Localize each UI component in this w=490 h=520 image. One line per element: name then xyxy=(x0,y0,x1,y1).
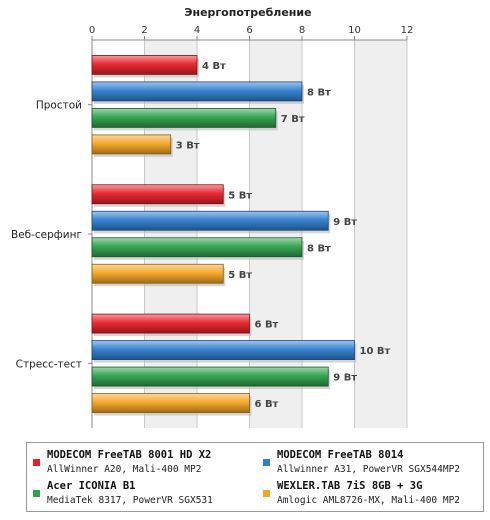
legend-item-1: MODECOM FreeTAB 8001 HD X2 AllWinner A20… xyxy=(33,447,253,477)
category-label: Простой xyxy=(36,100,82,112)
legend-item-4: WEXLER.TAB 7iS 8GB + 3G Amlogic AML8726-… xyxy=(263,478,483,508)
bar xyxy=(91,108,277,128)
x-tick-label: 0 xyxy=(89,25,95,36)
data-label: 7 Вт xyxy=(281,114,305,125)
data-label: 9 Вт xyxy=(333,217,357,228)
legend-name-2: MODECOM FreeTAB 8014 xyxy=(277,449,404,461)
grid-band xyxy=(249,40,302,428)
data-label: 8 Вт xyxy=(307,243,331,254)
legend-item-2: MODECOM FreeTAB 8014 Allwinner A31, Powe… xyxy=(263,447,483,477)
data-label: 9 Вт xyxy=(333,373,357,384)
grid-band xyxy=(197,40,250,428)
bar xyxy=(91,313,250,334)
data-label: 6 Вт xyxy=(255,399,279,410)
data-label: 3 Вт xyxy=(176,140,200,151)
category-label: Веб-серфинг xyxy=(11,229,82,241)
data-label: 10 Вт xyxy=(360,346,391,357)
x-tick-label: 10 xyxy=(348,25,361,36)
chart-title: Энергопотребление xyxy=(184,6,311,19)
legend-name-3: Acer ICONIA B1 xyxy=(47,480,136,492)
bar xyxy=(91,134,172,155)
bar xyxy=(91,184,224,205)
legend-spec-4: Amlogic AML8726-MX, Mali-400 MP2 xyxy=(277,495,461,506)
bar xyxy=(91,366,329,387)
bar xyxy=(91,237,303,258)
data-label: 5 Вт xyxy=(228,270,252,281)
x-tick-label: 12 xyxy=(401,25,414,36)
legend-name-4: WEXLER.TAB 7iS 8GB + 3G xyxy=(277,480,423,492)
grid-band xyxy=(302,40,355,428)
bar xyxy=(91,393,250,413)
grid-band xyxy=(144,40,197,428)
x-tick-label: 8 xyxy=(299,25,305,36)
legend-name-1: MODECOM FreeTAB 8001 HD X2 xyxy=(47,449,212,461)
bar xyxy=(91,81,303,102)
bar xyxy=(91,340,355,360)
legend-spec-3: MediaTek 8317, PowerVR SGX531 xyxy=(47,495,213,506)
x-tick-label: 2 xyxy=(141,25,147,36)
data-label: 6 Вт xyxy=(255,320,279,331)
legend-spec-2: Allwinner A31, PowerVR SGX544MP2 xyxy=(277,464,461,475)
grid-band xyxy=(92,40,145,428)
bar xyxy=(91,55,198,75)
legend-swatch-4 xyxy=(263,490,270,497)
data-label: 5 Вт xyxy=(228,190,252,201)
grid-band xyxy=(354,40,407,428)
bar xyxy=(91,263,224,284)
legend: MODECOM FreeTAB 8001 HD X2 AllWinner A20… xyxy=(26,442,484,512)
power-consumption-chart: Энергопотребление 0 2 4 6 8 10 12 Простой Веб-с… xyxy=(11,6,414,428)
legend-swatch-2 xyxy=(263,459,270,466)
data-label: 4 Вт xyxy=(202,61,226,72)
legend-spec-1: AllWinner A20, Mali-400 MP2 xyxy=(47,464,202,475)
x-tick-label: 6 xyxy=(246,25,252,36)
legend-swatch-3 xyxy=(33,490,40,497)
bar xyxy=(91,210,329,231)
legend-item-3: Acer ICONIA B1 MediaTek 8317, PowerVR SG… xyxy=(33,478,253,508)
legend-swatch-1 xyxy=(33,459,40,466)
x-tick-label: 4 xyxy=(194,25,200,36)
category-label: Стресс-тест xyxy=(16,358,82,370)
data-label: 8 Вт xyxy=(307,87,331,98)
